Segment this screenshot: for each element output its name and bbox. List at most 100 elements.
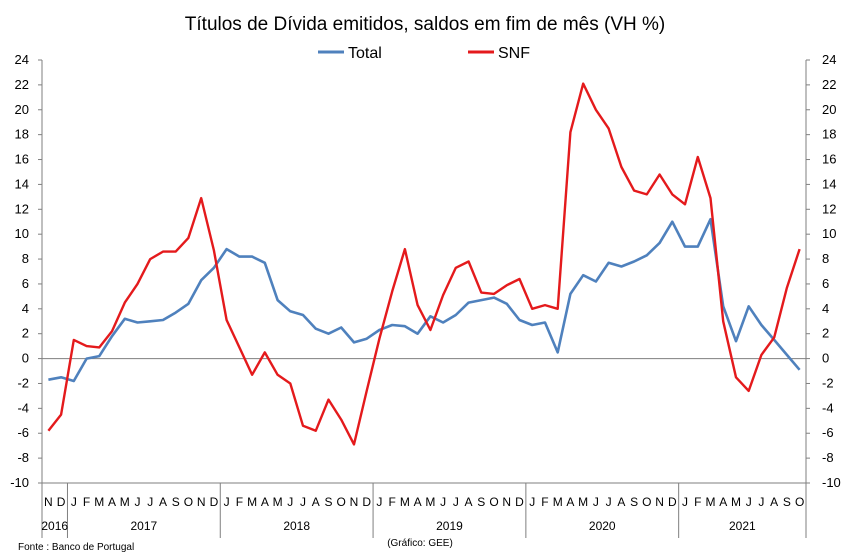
y-tick-label-left: -8 [17,450,29,465]
x-tick-label: J [135,495,141,509]
x-tick-label: F [541,495,548,509]
y-tick-label-left: 0 [22,351,29,366]
x-tick-label: F [388,495,395,509]
x-tick-label: N [502,495,511,509]
x-tick-label: A [617,495,625,509]
y-tick-label-right: 10 [822,226,836,241]
chart-title: Títulos de Dívida emitidos, saldos em fi… [185,14,665,35]
x-tick-label: O [489,495,498,509]
y-tick-label-right: 6 [822,276,829,291]
y-tick-label-right: 16 [822,152,836,167]
plot-area [41,60,807,484]
y-tick-label-right: 4 [822,301,829,316]
x-tick-label: O [337,495,346,509]
y-tick-label-left: 22 [15,77,29,92]
x-tick-label: F [236,495,243,509]
y-tick-label-left: 6 [22,276,29,291]
y-tick-label-left: -10 [10,475,29,490]
year-label: 2020 [589,519,616,533]
x-tick-label: F [694,495,701,509]
y-tick-label-left: 4 [22,301,29,316]
x-tick-label: M [273,495,283,509]
y-tick-label-left: 12 [15,201,29,216]
series-layer [47,82,801,446]
x-tick-label: S [630,495,638,509]
legend-snf-label: SNF [498,45,530,62]
x-tick-label: A [566,495,574,509]
x-tick-label: J [71,495,77,509]
y-tick-label-right: 0 [822,351,829,366]
year-label: 2021 [729,519,756,533]
x-tick-label: M [706,495,716,509]
x-tick-label: M [120,495,130,509]
year-label: 2017 [131,519,158,533]
x-tick-label: D [515,495,524,509]
x-tick-label: A [719,495,727,509]
credit-note: (Gráfico: GEE) [387,538,453,549]
x-tick-label: J [147,495,153,509]
x-tick-label: J [376,495,382,509]
legend-total-label: Total [348,45,382,62]
x-tick-label: M [578,495,588,509]
legend: Total SNF [318,45,530,62]
y-tick-label-left: 18 [15,127,29,142]
y-tick-label-right: 14 [822,176,836,191]
x-tick-label: S [783,495,791,509]
x-tick-label: M [247,495,257,509]
x-tick-label: A [465,495,473,509]
y-tick-label-right: 12 [822,201,836,216]
y-tick-label-right: 20 [822,102,836,117]
x-tick-label: J [453,495,459,509]
x-tick-label: J [593,495,599,509]
y-tick-label-right: 18 [822,127,836,142]
x-tick-label: N [655,495,664,509]
x-tick-label: M [400,495,410,509]
y-tick-label-right: -6 [822,425,834,440]
y-tick-label-left: 14 [15,176,29,191]
year-label: 2016 [41,519,68,533]
x-tick-label: J [606,495,612,509]
x-tick-label: D [362,495,371,509]
x-tick-label: A [312,495,320,509]
x-tick-label: A [261,495,269,509]
x-tick-label: J [682,495,688,509]
x-tick-label: J [287,495,293,509]
x-tick-label: S [172,495,180,509]
x-tick-label: M [94,495,104,509]
y-tick-label-left: 24 [15,52,29,67]
y-tick-label-right: 8 [822,251,829,266]
x-tick-label: M [731,495,741,509]
x-tick-label: S [477,495,485,509]
x-tick-label: O [184,495,193,509]
y-tick-label-left: -4 [17,400,29,415]
year-label: 2018 [283,519,310,533]
y-tick-label-right: 24 [822,52,836,67]
x-tick-label: J [758,495,764,509]
x-tick-label: A [770,495,778,509]
y-tick-label-right: 2 [822,326,829,341]
y-tick-label-right: 22 [822,77,836,92]
x-tick-label: A [159,495,167,509]
x-tick-label: J [224,495,230,509]
y-tick-label-left: 10 [15,226,29,241]
year-label: 2019 [436,519,463,533]
x-tick-label: J [746,495,752,509]
x-tick-label: F [83,495,90,509]
y-tick-label-left: -6 [17,425,29,440]
y-tick-label-left: 16 [15,152,29,167]
y-tick-label-left: 2 [22,326,29,341]
series-total-line [48,217,801,383]
source-note: Fonte : Banco de Portugal [18,542,134,553]
y-tick-label-left: 20 [15,102,29,117]
x-tick-label: J [529,495,535,509]
y-tick-label-right: -2 [822,375,834,390]
x-tick-label: D [668,495,677,509]
x-tick-label: J [440,495,446,509]
x-tick-label: D [210,495,219,509]
x-tick-label: J [300,495,306,509]
x-tick-label: S [324,495,332,509]
y-tick-label-right: -4 [822,400,834,415]
x-tick-label: A [414,495,422,509]
